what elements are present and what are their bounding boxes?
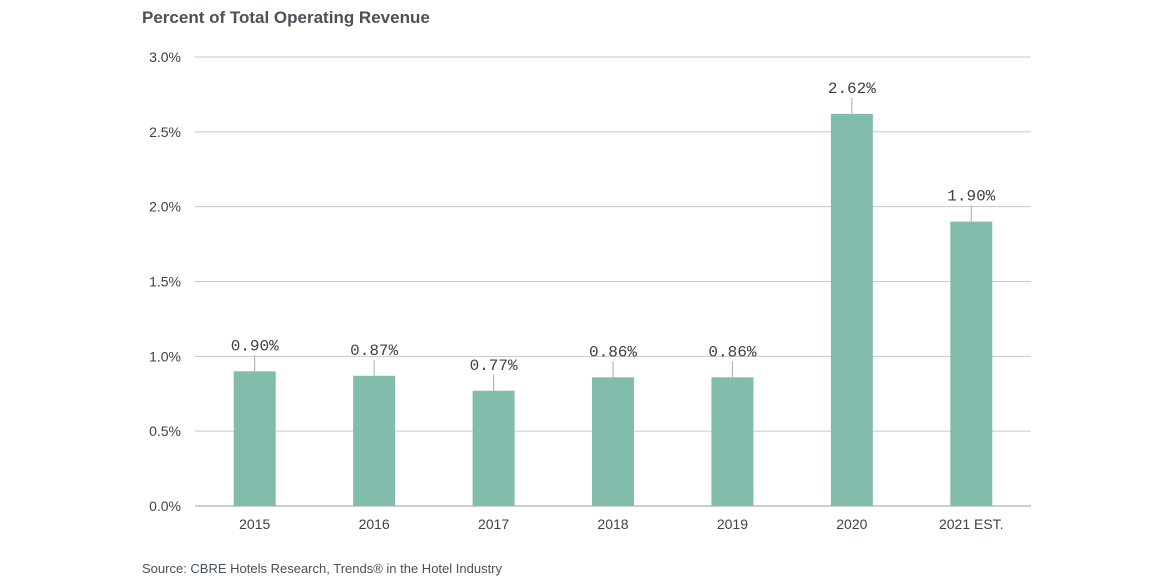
- x-tick-label: 2019: [717, 516, 748, 532]
- y-tick-label: 1.5%: [149, 274, 181, 290]
- data-label: 0.86%: [589, 343, 637, 361]
- y-tick-label: 3.0%: [149, 49, 181, 65]
- data-label: 0.87%: [350, 342, 398, 360]
- data-label: 2.62%: [828, 80, 876, 98]
- bar-2020: [830, 113, 873, 506]
- y-tick-label: 2.0%: [149, 199, 181, 215]
- x-axis-ticks: 2015 2016 2017 2018 2019 2020 2021 EST.: [239, 516, 1003, 532]
- data-label: 0.86%: [708, 343, 756, 361]
- bar-2019: [711, 377, 754, 506]
- x-tick-label: 2021 EST.: [939, 516, 1004, 532]
- bar-2015: [233, 371, 276, 506]
- y-tick-label: 0.5%: [149, 423, 181, 439]
- bar-2018: [592, 377, 634, 506]
- bar-2016: [353, 375, 396, 506]
- bar-2021-est: [950, 221, 993, 506]
- y-axis-ticks: 0.0% 0.5% 1.0% 1.5% 2.0% 2.5% 3.0%: [149, 49, 181, 514]
- x-tick-label: 2015: [239, 516, 270, 532]
- x-tick-label: 2016: [359, 516, 390, 532]
- x-tick-label: 2018: [597, 516, 628, 532]
- data-label: 0.90%: [231, 337, 279, 355]
- bars: [233, 113, 993, 506]
- x-tick-label: 2017: [478, 516, 509, 532]
- y-tick-label: 0.0%: [149, 498, 181, 514]
- source-note: Source: CBRE Hotels Research, Trends® in…: [142, 561, 503, 576]
- y-tick-label: 1.0%: [149, 348, 181, 364]
- data-label: 0.77%: [470, 357, 518, 375]
- data-label: 1.90%: [947, 188, 995, 206]
- bar-2017: [472, 390, 515, 506]
- label-leaders: [254, 97, 972, 391]
- data-labels: 0.90% 0.87% 0.77% 0.86% 0.86% 2.62% 1.90%: [231, 80, 996, 375]
- y-tick-label: 2.5%: [149, 124, 181, 140]
- chart-title: Percent of Total Operating Revenue: [142, 8, 430, 27]
- x-tick-label: 2020: [836, 516, 867, 532]
